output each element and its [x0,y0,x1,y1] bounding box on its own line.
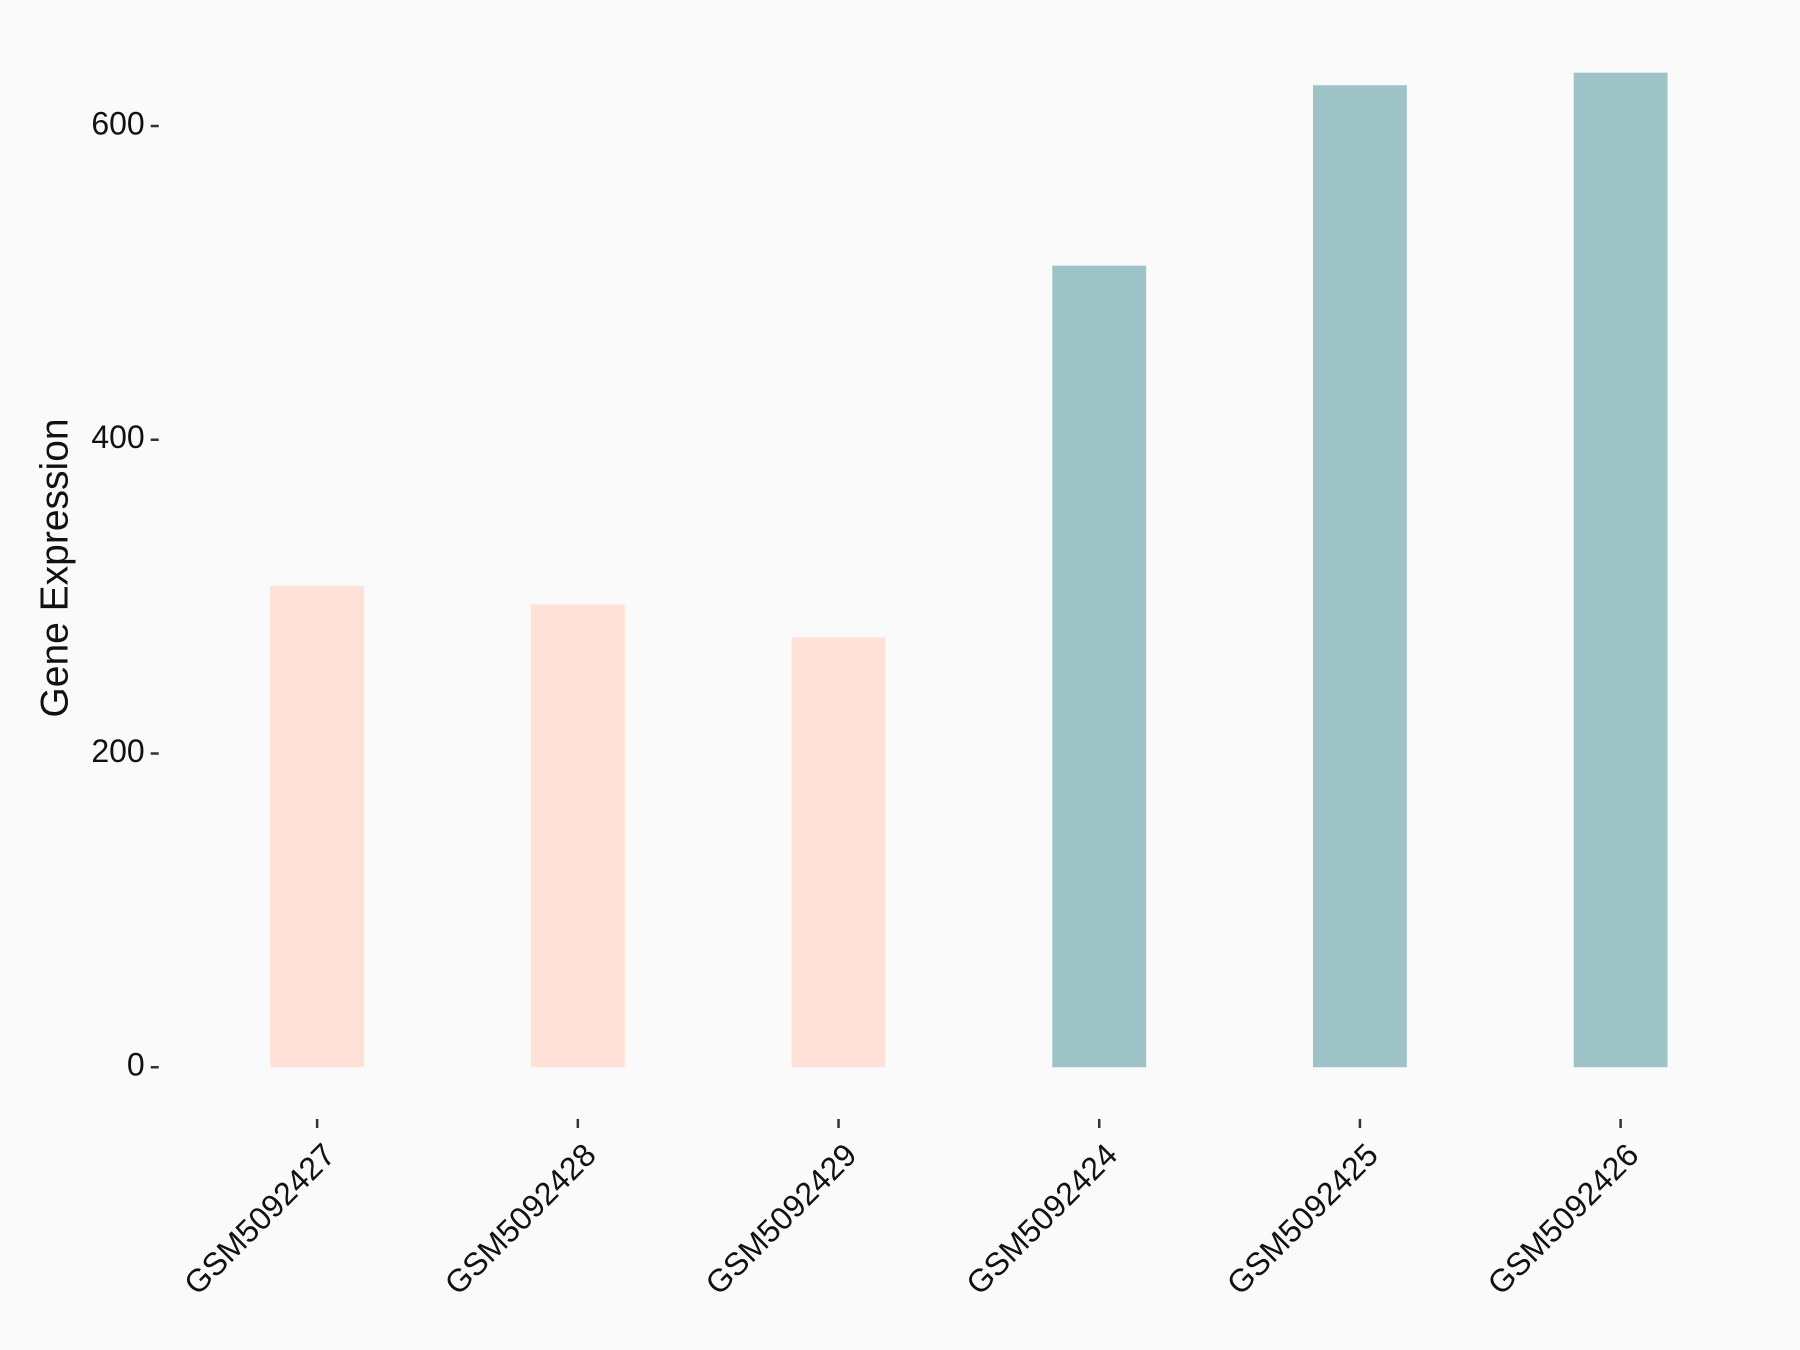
y-tick-label: 600 [91,105,144,141]
y-tick-label: 0 [127,1047,145,1083]
y-axis-title: Gene Expression [33,418,76,717]
bar [530,604,625,1068]
y-tick-label: 200 [91,733,144,769]
bar [1052,265,1147,1068]
bar [1312,85,1407,1068]
bar [1573,72,1668,1068]
bar [270,585,365,1068]
y-tick-label: 400 [91,419,144,455]
bar [791,637,886,1068]
